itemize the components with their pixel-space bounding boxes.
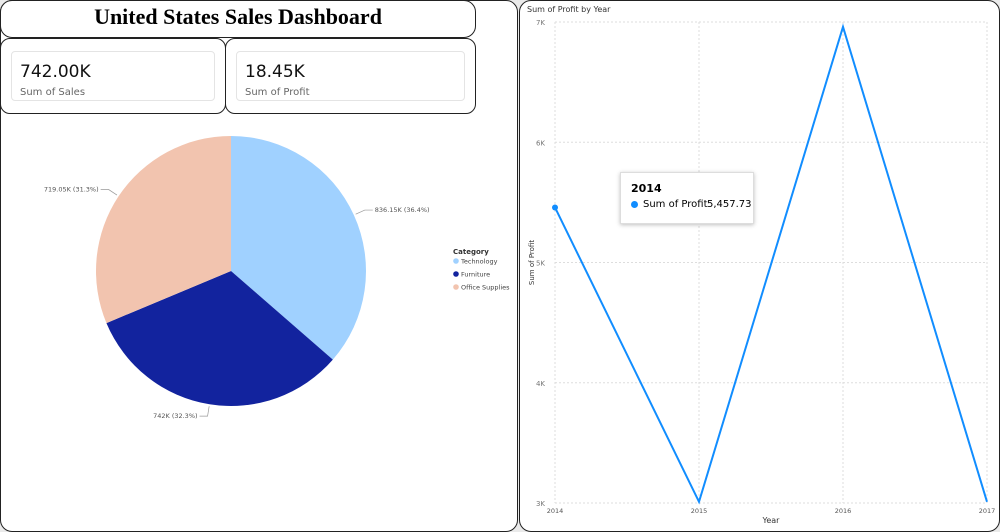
pie-slice	[106, 271, 333, 406]
y-tick-label: 4K	[536, 380, 545, 388]
card-label: Sum of Profit	[245, 87, 310, 98]
card-label: Sum of Sales	[20, 87, 86, 98]
data-label: 719.05K (31.3%)	[44, 186, 99, 194]
legend-label: Furniture	[461, 271, 490, 279]
legend-title: Category	[453, 248, 489, 256]
highlight-point	[552, 204, 558, 211]
leader-line	[199, 406, 210, 417]
card-value: 18.45K	[245, 62, 305, 82]
tooltip-value: 5,457.73	[707, 199, 752, 210]
tooltip: 2014 Sum of Profit 5,457.73	[620, 172, 754, 224]
leader-line	[355, 209, 373, 215]
card-value: 742.00K	[20, 62, 91, 82]
y-tick-label: 5K	[536, 260, 545, 268]
legend-swatch	[453, 284, 459, 290]
legend-swatch	[453, 271, 459, 277]
y-axis-label: Sum of Profit	[528, 240, 536, 285]
line-series	[554, 23, 988, 505]
kpi-card: 18.45K Sum of Profit	[225, 38, 476, 114]
y-tick-label: 6K	[536, 139, 545, 147]
card-inner: 742.00K Sum of Sales	[11, 51, 215, 101]
leader-line	[100, 189, 118, 196]
data-label: 742K (32.3%)	[153, 412, 197, 420]
pie-slice	[231, 136, 366, 360]
right-panel	[519, 0, 1000, 532]
data-label: 836.15K (36.4%)	[375, 206, 430, 214]
tooltip-title: 2014	[631, 182, 662, 195]
y-tick-label: 3K	[536, 500, 545, 508]
chart-title: Sum of Profit by Year	[527, 5, 611, 14]
tooltip-swatch	[631, 201, 638, 208]
y-tick-label: 7K	[536, 19, 545, 27]
card-inner: 18.45K Sum of Profit	[236, 51, 465, 101]
kpi-card: 742.00K Sum of Sales	[0, 38, 226, 114]
legend-label: Office Supplies	[461, 284, 510, 292]
x-tick-label: 2014	[547, 507, 564, 515]
tooltip-name: Sum of Profit	[643, 199, 708, 210]
legend-swatch	[453, 258, 459, 264]
x-tick-label: 2017	[979, 507, 996, 515]
dashboard-title: United States Sales Dashboard	[0, 0, 476, 38]
x-axis-label: Year	[762, 516, 781, 525]
x-tick-label: 2015	[691, 507, 708, 515]
legend-label: Technology	[460, 258, 498, 266]
x-tick-label: 2016	[835, 507, 852, 515]
pie-slice	[96, 136, 231, 324]
